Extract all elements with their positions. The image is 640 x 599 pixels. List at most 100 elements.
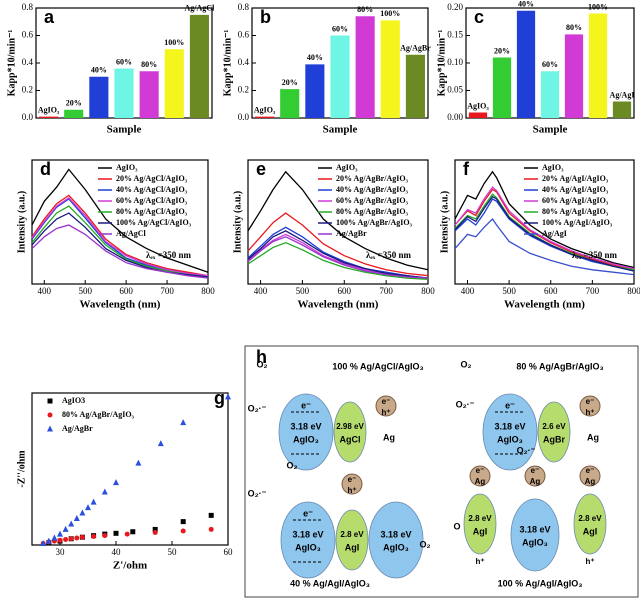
diagram-text: 100 % Ag/AgCl/AgIO₃ <box>332 361 423 371</box>
x-tick-label: 600 <box>544 286 558 296</box>
bar <box>612 101 632 118</box>
bar <box>330 35 350 118</box>
bar-label: 20% <box>66 99 82 108</box>
bar-label: 60% <box>116 57 132 66</box>
legend-label: 60% Ag/AgCl/AgIO₃ <box>116 196 188 205</box>
diagram-text: e⁻ <box>505 400 515 410</box>
y-tick-label: 0.8 <box>238 2 250 12</box>
bar <box>89 76 109 118</box>
x-tick-label: 400 <box>38 286 52 296</box>
ag-particle <box>524 465 546 487</box>
diagram-text: O₂·⁻ <box>517 445 536 455</box>
x-tick-label: 400 <box>254 286 268 296</box>
diagram-text: Ag <box>587 432 599 442</box>
x-tick-label: 600 <box>119 286 133 296</box>
diagram-text: O₂·⁻ <box>248 403 267 413</box>
bar <box>39 116 59 118</box>
diagram-text: e⁻ <box>476 466 485 475</box>
ag-particle <box>579 465 601 487</box>
y-axis-label: Kapp*10/min⁻¹ <box>436 30 447 97</box>
panel-label: e <box>256 159 266 179</box>
y-tick-label: 0.4 <box>22 57 34 67</box>
diagram-text: e⁻ <box>348 475 357 484</box>
diagram-text: Ag <box>383 432 395 442</box>
diagram-text: O₂ <box>257 359 268 369</box>
spectrum-line <box>454 217 635 276</box>
x-tick-label: 60 <box>224 547 234 557</box>
diagram-text: h⁺ <box>585 557 594 566</box>
x-tick-label: 800 <box>201 286 215 296</box>
y-axis-label: -Z''/ohm <box>16 450 27 488</box>
data-point <box>180 528 186 534</box>
bar-label: 20% <box>494 46 510 55</box>
x-tick-label: 500 <box>502 286 516 296</box>
data-point <box>225 393 231 400</box>
diagram-text: e⁻ <box>531 466 540 475</box>
data-point <box>101 488 108 495</box>
legend-label: 40% Ag/AgI/AgIO₃ <box>542 185 609 194</box>
legend-label: Ag/AgBr <box>336 229 367 238</box>
x-axis-label: Wavelength (nm) <box>80 299 161 311</box>
plot-frame <box>31 159 209 285</box>
x-tick-label: 700 <box>586 286 600 296</box>
diagram-text: O₂·⁻ <box>248 488 267 498</box>
data-point <box>152 530 158 536</box>
x-tick-label: 400 <box>461 286 475 296</box>
panel-label: a <box>44 7 55 27</box>
diagram-text: AgBr <box>543 434 565 444</box>
x-tick-label: 700 <box>160 286 174 296</box>
agio3-particle <box>280 501 336 579</box>
bar-label: 20% <box>282 78 298 87</box>
data-point <box>57 530 63 537</box>
bar <box>588 13 608 118</box>
data-point <box>152 526 158 532</box>
data-point <box>45 537 52 544</box>
legend-label: 80% Ag/AgBr/AgIO₃ <box>336 207 409 216</box>
legend-label: 80% Ag/AgBr/AgIO₃ <box>62 410 135 419</box>
spectrum-line <box>454 186 635 270</box>
data-point <box>40 539 47 546</box>
plot-frame <box>31 392 229 546</box>
bar <box>164 49 184 118</box>
data-point <box>113 530 119 536</box>
data-point <box>130 529 136 535</box>
legend-label: Ag/AgCl <box>116 229 147 238</box>
data-point <box>79 509 86 516</box>
x-axis-label: Sample <box>533 124 568 136</box>
bar-label: 80% <box>566 23 582 32</box>
silver-halide-particle <box>573 493 607 555</box>
legend-label: 100% Ag/AgI/AgIO₃ <box>542 218 613 227</box>
y-tick-label: 0.0 <box>238 112 250 122</box>
spectrum-line <box>454 188 635 271</box>
x-axis-label: Wavelength (nm) <box>298 299 379 311</box>
silver-halide-particle <box>335 509 369 571</box>
panel-label: c <box>474 7 484 27</box>
panel-label: b <box>260 7 271 27</box>
spectrum-line <box>31 194 209 277</box>
data-point <box>180 419 187 426</box>
legend-label: 80% Ag/AgCl/AgIO₃ <box>116 207 188 216</box>
y-axis-label: Kapp*10/min⁻¹ <box>222 30 233 97</box>
legend-label: 20% Ag/AgI/AgIO₃ <box>542 174 609 183</box>
x-tick-label: 50 <box>168 547 178 557</box>
bar-label: Ag/AgI <box>610 90 635 99</box>
diagram-text: 80 % Ag/AgBr/AgIO₃ <box>516 361 603 371</box>
bar <box>405 54 425 118</box>
bar <box>564 34 584 118</box>
y-tick-label: 0.4 <box>238 57 250 67</box>
diagram-text: 2.98 eV <box>336 422 364 431</box>
spectrum-line <box>454 198 635 272</box>
bar-label: AgIO₃ <box>467 101 489 110</box>
diagram-text: O₂ <box>287 460 298 470</box>
agio3-particle <box>482 393 538 471</box>
bar <box>280 89 300 118</box>
y-axis-label: Intensity (a.u.) <box>439 191 450 254</box>
data-point <box>51 534 58 541</box>
spectrum-line <box>31 224 209 279</box>
diagram-text: h⁺ <box>585 408 594 417</box>
spectrum-line <box>454 170 635 269</box>
data-point <box>73 514 80 521</box>
legend-label: 80% Ag/AgI/AgIO₃ <box>542 207 609 216</box>
legend-label: 20% Ag/AgCl/AgIO₃ <box>116 174 188 183</box>
annotation: λₑₓ =350 nm <box>572 250 617 260</box>
